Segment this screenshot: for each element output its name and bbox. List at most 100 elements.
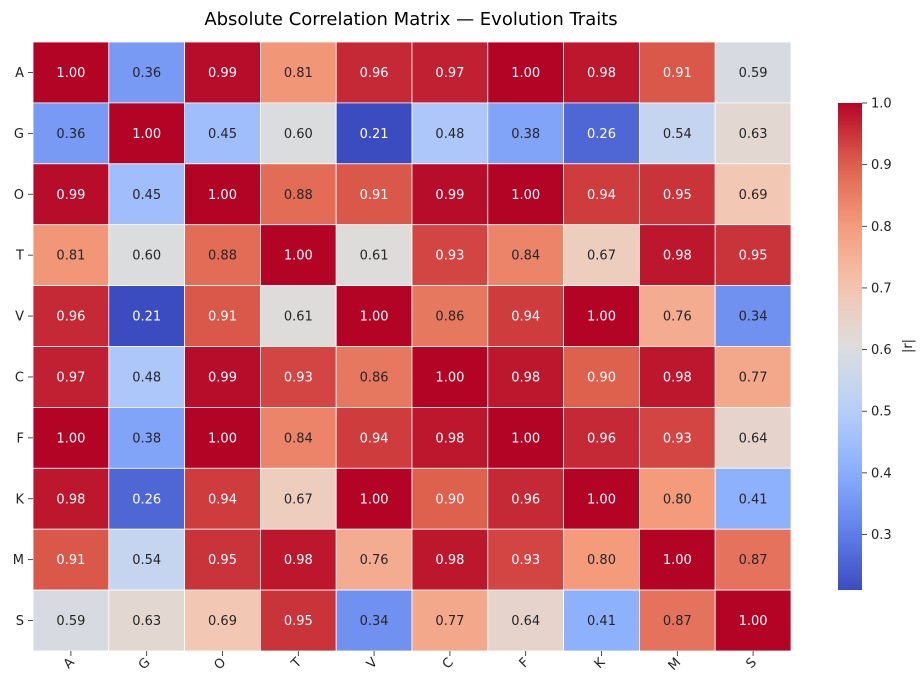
cell-value-label: 0.77	[739, 370, 768, 385]
heatmap-cell-K-C	[411, 467, 489, 530]
colorbar-gradient	[838, 103, 862, 590]
row-tick-label-F: F	[17, 431, 24, 446]
cell-value-label: 0.86	[435, 310, 464, 325]
row-tick-label-S: S	[16, 614, 24, 629]
colorbar-ticks: 0.3 0.4 0.5 0.6 0.7 0.8 0.9 1.0	[862, 97, 892, 543]
cell-value-label: 1.00	[56, 66, 85, 81]
cell-value-label: 0.94	[587, 188, 616, 203]
cell-value-label: 0.94	[511, 310, 540, 325]
cell-value-label: 0.86	[360, 370, 389, 385]
cell-value-label: 0.99	[56, 188, 85, 203]
cell-value-label: 0.61	[284, 310, 313, 325]
heatmap-cell-O-F	[487, 163, 564, 226]
cell-value-label: 0.64	[739, 431, 768, 446]
cell-value-label: 0.95	[208, 553, 237, 568]
cell-value-label: 0.87	[739, 553, 768, 568]
cell-value-label: 0.96	[360, 66, 389, 81]
column-tick-label-S: S	[743, 655, 759, 671]
cell-value-label: 0.96	[587, 431, 616, 446]
heatmap-cell-K-F	[487, 467, 564, 530]
row-tick-label-V: V	[15, 310, 24, 325]
heatmap-cell-V-G	[108, 285, 186, 347]
cell-value-label: 0.91	[208, 310, 237, 325]
heatmap-cell-M-C	[411, 528, 489, 591]
heatmap-cell-F-T	[259, 406, 337, 469]
cell-value-label: 0.98	[511, 370, 540, 385]
colorbar-tick-label: 1.0	[871, 97, 892, 112]
cell-value-label: 0.59	[739, 66, 768, 81]
column-tick-label-A: A	[61, 655, 78, 672]
heatmap-cell-A-V	[335, 41, 413, 104]
column-tick-label-V: V	[364, 655, 381, 672]
row-tick-labels: A G O T V C F K M S	[13, 66, 33, 629]
cell-value-label: 0.98	[587, 66, 616, 81]
colorbar-tick-label: 0.4	[871, 466, 892, 481]
row-tick-label-A: A	[15, 66, 24, 81]
heatmap-cell-A-O	[184, 41, 261, 104]
chart-title: Absolute Correlation Matrix — Evolution …	[204, 9, 617, 30]
cell-value-label: 0.81	[56, 249, 85, 264]
column-tick-label-M: M	[666, 655, 685, 674]
cell-value-label: 0.21	[360, 127, 389, 142]
heatmap-cell-F-M	[639, 406, 716, 469]
cell-value-label: 0.60	[132, 249, 161, 264]
cell-value-label: 1.00	[360, 492, 389, 507]
heatmap-cell-G-M	[639, 102, 716, 165]
cell-value-label: 0.97	[435, 66, 464, 81]
heatmap-cell-T-S	[714, 224, 792, 286]
cell-value-label: 0.93	[663, 431, 692, 446]
heatmap-cell-K-T	[259, 467, 337, 530]
cell-value-label: 1.00	[587, 310, 616, 325]
heatmap-cell-K-G	[108, 467, 186, 530]
colorbar: 0.3 0.4 0.5 0.6 0.7 0.8 0.9 1.0 |r|	[838, 97, 916, 590]
heatmap-cell-M-K	[563, 528, 640, 591]
heatmap-cell-O-K	[563, 163, 640, 226]
cell-value-label: 0.81	[284, 66, 313, 81]
cell-value-label: 1.00	[511, 66, 540, 81]
cell-value-label: 0.98	[435, 431, 464, 446]
column-tick-label-C: C	[440, 655, 457, 672]
row-tick-label-O: O	[14, 188, 24, 203]
heatmap-cell-M-O	[184, 528, 261, 591]
cell-value-label: 1.00	[739, 614, 768, 629]
heatmap-cell-V-S	[714, 285, 792, 347]
heatmap-cell-C-M	[639, 346, 716, 408]
heatmap-cell-T-C	[411, 224, 489, 286]
heatmap-cell-M-V	[335, 528, 413, 591]
cell-value-label: 1.00	[435, 370, 464, 385]
heatmap-cell-K-O	[184, 467, 261, 530]
cell-value-label: 0.36	[132, 66, 161, 81]
cell-value-label: 0.88	[284, 188, 313, 203]
cell-value-label: 0.69	[739, 188, 768, 203]
cell-value-label: 0.45	[208, 127, 237, 142]
colorbar-tick-label: 0.8	[871, 220, 892, 235]
cell-value-label: 1.00	[132, 127, 161, 142]
cell-value-label: 0.88	[208, 249, 237, 264]
heatmap-cell-S-T	[259, 589, 337, 652]
cell-value-label: 0.96	[511, 492, 540, 507]
colorbar-tick-label: 0.6	[871, 343, 892, 358]
heatmap-cell-K-K	[563, 467, 640, 530]
heatmap-cell-O-A	[32, 163, 110, 226]
cell-value-label: 0.91	[663, 66, 692, 81]
heatmap-cell-C-T	[259, 346, 337, 408]
cell-value-label: 0.98	[284, 553, 313, 568]
column-tick-label-K: K	[592, 655, 609, 672]
colorbar-tick-label: 0.3	[871, 528, 892, 543]
cell-value-label: 0.41	[587, 614, 616, 629]
cell-value-label: 0.77	[435, 614, 464, 629]
cell-value-label: 1.00	[511, 431, 540, 446]
heatmap-cell-V-F	[487, 285, 564, 347]
cell-value-label: 0.90	[587, 370, 616, 385]
heatmap-cell-K-S	[714, 467, 792, 530]
heatmap-cell-T-M	[639, 224, 716, 286]
row-tick-label-T: T	[15, 249, 24, 264]
cell-value-label: 0.84	[284, 431, 313, 446]
heatmap-cell-M-T	[259, 528, 337, 591]
cell-value-label: 0.99	[208, 66, 237, 81]
cell-value-label: 0.38	[132, 431, 161, 446]
cell-value-label: 0.45	[132, 188, 161, 203]
cell-value-label: 0.76	[663, 310, 692, 325]
heatmap-cell-A-T	[259, 41, 337, 104]
